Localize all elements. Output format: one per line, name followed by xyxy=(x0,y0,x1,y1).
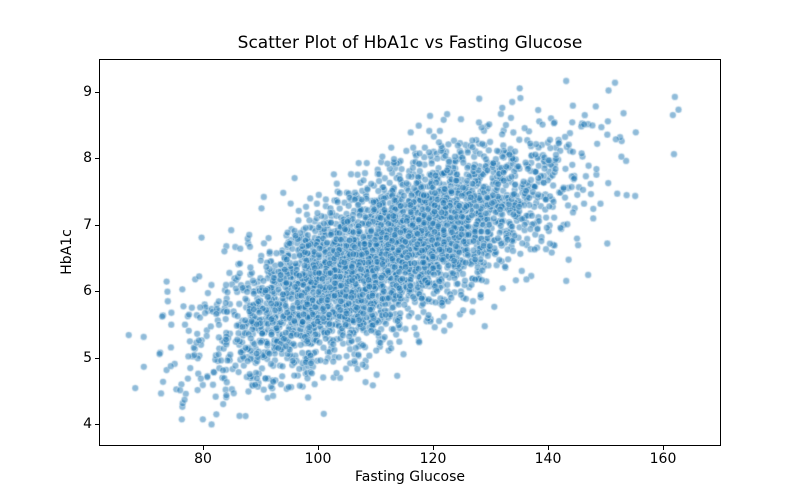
x-tick-mark xyxy=(203,446,204,450)
x-tick-mark xyxy=(433,446,434,450)
x-tick-label: 140 xyxy=(534,451,562,467)
x-tick-label: 120 xyxy=(419,451,447,467)
y-tick-mark xyxy=(95,158,99,159)
y-tick-mark xyxy=(95,92,99,93)
y-tick-mark xyxy=(95,225,99,226)
plot-area xyxy=(99,59,721,446)
y-tick-label: 4 xyxy=(83,416,92,432)
x-tick-mark xyxy=(318,446,319,450)
y-tick-label: 5 xyxy=(83,350,92,366)
scatter-points-canvas xyxy=(100,60,720,445)
y-tick-label: 9 xyxy=(83,84,92,100)
x-tick-label: 100 xyxy=(304,451,332,467)
chart-title: Scatter Plot of HbA1c vs Fasting Glucose xyxy=(237,33,583,53)
y-tick-label: 8 xyxy=(83,150,92,166)
y-tick-mark xyxy=(95,291,99,292)
x-axis-label: Fasting Glucose xyxy=(354,469,465,485)
y-tick-label: 6 xyxy=(83,283,92,299)
y-tick-label: 7 xyxy=(83,217,92,233)
x-tick-mark xyxy=(548,446,549,450)
x-tick-mark xyxy=(663,446,664,450)
y-tick-mark xyxy=(95,424,99,425)
x-tick-label: 80 xyxy=(194,451,212,467)
y-tick-mark xyxy=(95,358,99,359)
x-tick-label: 160 xyxy=(649,451,677,467)
y-axis-label: HbA1c xyxy=(59,229,75,275)
